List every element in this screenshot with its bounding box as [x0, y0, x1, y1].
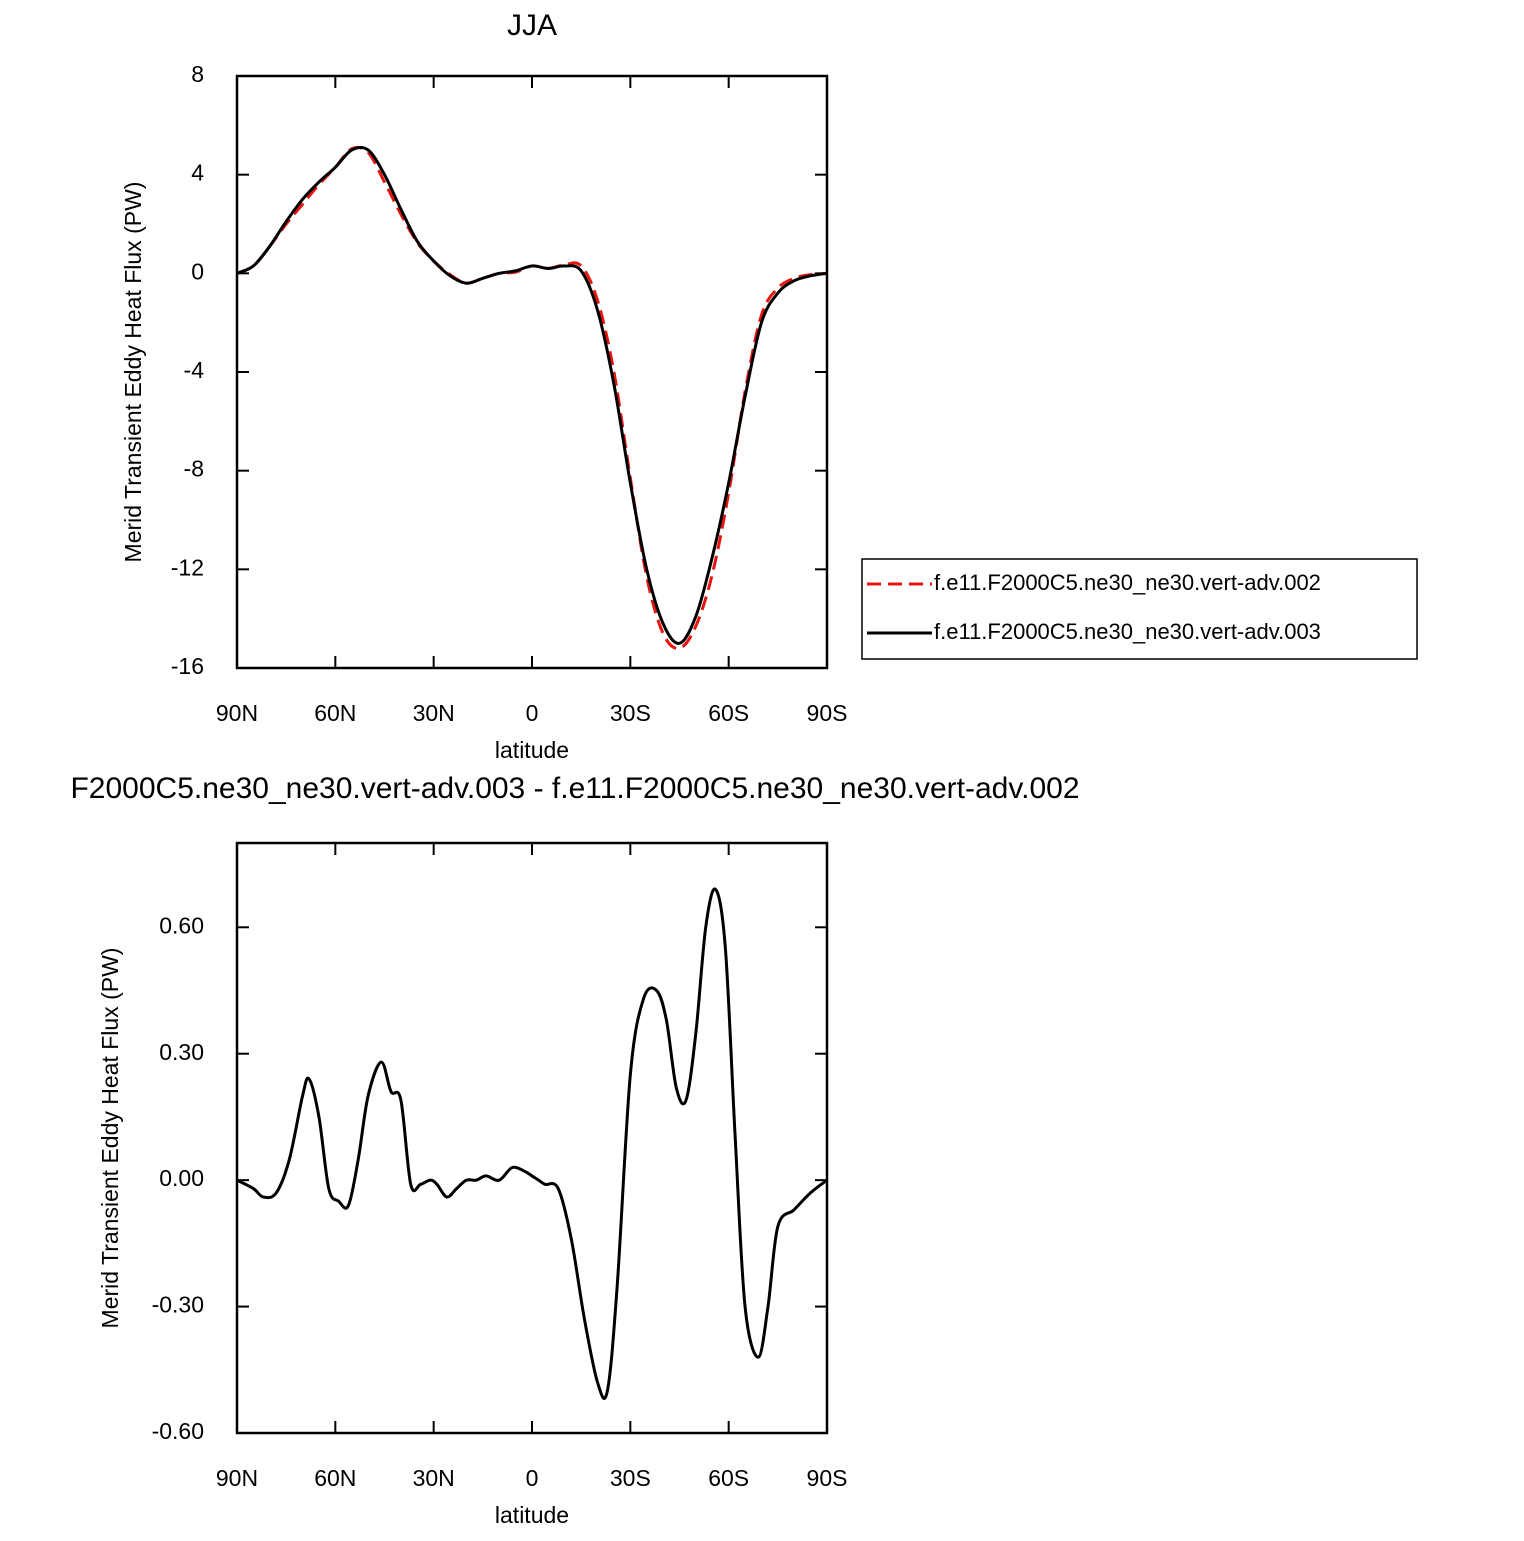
- chart-title: F2000C5.ne30_ne30.vert-adv.003 - f.e11.F…: [70, 772, 1079, 805]
- data-line: [236, 145, 828, 645]
- legend-box: [861, 558, 1418, 660]
- x-tick-label: 60N: [314, 700, 356, 726]
- y-tick-label: 0.00: [159, 1165, 204, 1191]
- y-tick-label: 0.30: [159, 1039, 204, 1065]
- x-tick-label: 60N: [314, 1465, 356, 1491]
- y-tick-label: -12: [171, 554, 204, 580]
- y-tick-label: -16: [171, 653, 204, 679]
- x-tick-label: 60S: [708, 1465, 749, 1491]
- x-tick-label: 0: [526, 1465, 539, 1491]
- y-tick-label: -4: [184, 357, 205, 383]
- x-tick-label: 30N: [413, 700, 455, 726]
- y-axis-title: Merid Transient Eddy Heat Flux (PW): [97, 948, 123, 1329]
- x-tick-label: 30N: [413, 1465, 455, 1491]
- x-axis-title: latitude: [495, 737, 569, 763]
- y-tick-label: 8: [191, 61, 204, 87]
- legend-label: f.e11.F2000C5.ne30_ne30.vert-adv.002: [934, 570, 1321, 595]
- legend-label: f.e11.F2000C5.ne30_ne30.vert-adv.003: [934, 619, 1321, 644]
- y-tick-label: 0.60: [159, 912, 204, 938]
- x-tick-label: 30S: [610, 1465, 651, 1491]
- y-tick-label: -8: [184, 456, 204, 482]
- x-tick-label: 90N: [216, 700, 258, 726]
- plot-frame: [235, 841, 829, 1435]
- y-tick-label: -0.60: [152, 1418, 204, 1444]
- x-tick-label: 60S: [708, 700, 749, 726]
- y-tick-label: -0.30: [152, 1292, 204, 1318]
- y-axis-title: Merid Transient Eddy Heat Flux (PW): [120, 182, 146, 563]
- plot-frame: [235, 74, 829, 670]
- x-axis-title: latitude: [495, 1502, 569, 1528]
- x-tick-label: 90S: [807, 1465, 848, 1491]
- x-tick-label: 90N: [216, 1465, 258, 1491]
- y-tick-label: 0: [191, 258, 204, 284]
- data-line: [236, 145, 828, 650]
- data-line: [236, 887, 828, 1400]
- x-tick-label: 90S: [807, 700, 848, 726]
- x-tick-label: 0: [526, 700, 539, 726]
- y-tick-label: 4: [191, 160, 204, 186]
- chart-title: JJA: [507, 9, 557, 42]
- x-tick-label: 30S: [610, 700, 651, 726]
